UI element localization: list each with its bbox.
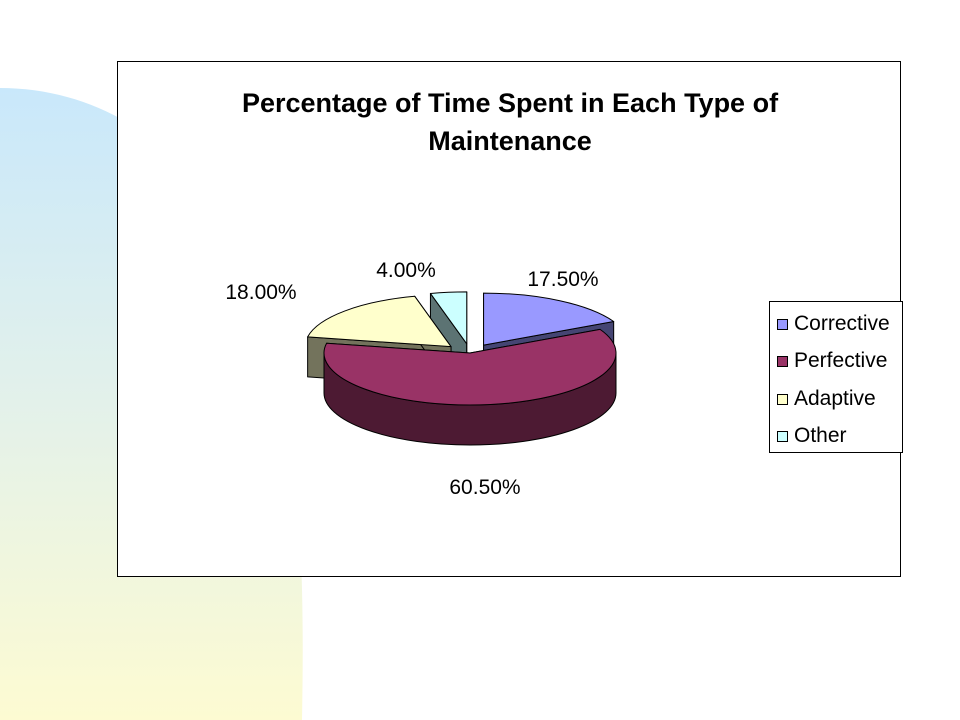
data-label-corrective: 17.50% <box>527 268 599 291</box>
legend-swatch-other <box>777 430 788 442</box>
legend-label-other: Other <box>794 424 847 447</box>
legend-swatch-perfective <box>777 355 788 367</box>
pie-top-other <box>429 291 468 345</box>
pie-chart <box>307 291 617 446</box>
legend-item-adaptive: Adaptive <box>777 385 876 413</box>
pie-top-perfective <box>323 328 617 406</box>
pie-top-corrective <box>483 292 615 346</box>
data-label-perfective: 60.50% <box>449 476 521 499</box>
pie-slice-perfective <box>323 328 617 446</box>
legend-label-adaptive: Adaptive <box>794 387 876 410</box>
legend-item-other: Other <box>777 422 847 450</box>
chart-title-line-1: Percentage of Time Spent in Each Type of <box>241 88 779 118</box>
data-label-adaptive: 18.00% <box>225 281 297 304</box>
legend: Corrective Perfective Adaptive Other <box>769 301 903 453</box>
legend-item-corrective: Corrective <box>777 310 890 338</box>
legend-item-perfective: Perfective <box>777 347 887 375</box>
legend-swatch-corrective <box>777 318 788 330</box>
pie-top-adaptive <box>307 295 452 348</box>
chart-area: Percentage of Time Spent in Each Type of… <box>117 61 903 577</box>
chart-title: Percentage of Time Spent in Each Type of… <box>118 84 902 160</box>
data-label-other: 4.00% <box>376 259 436 282</box>
legend-swatch-adaptive <box>777 393 788 405</box>
legend-label-perfective: Perfective <box>794 349 888 372</box>
chart-title-line-2: Maintenance <box>428 126 592 156</box>
legend-label-corrective: Corrective <box>794 312 890 335</box>
